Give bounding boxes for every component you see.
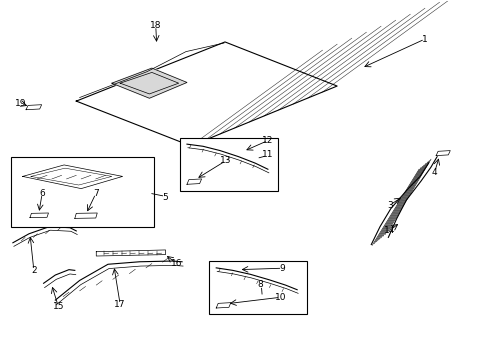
Text: 5: 5 xyxy=(163,193,168,202)
Bar xyxy=(209,261,306,315)
Text: 9: 9 xyxy=(279,264,285,273)
Text: 3: 3 xyxy=(386,201,392,210)
Text: 4: 4 xyxy=(431,168,437,177)
Bar xyxy=(180,138,277,191)
Text: 14: 14 xyxy=(384,226,395,235)
Text: 19: 19 xyxy=(16,99,27,108)
Text: 13: 13 xyxy=(220,156,231,165)
Text: 12: 12 xyxy=(262,136,273,145)
Text: 15: 15 xyxy=(52,302,64,311)
Text: 16: 16 xyxy=(170,259,182,268)
Polygon shape xyxy=(216,303,230,308)
Text: 11: 11 xyxy=(261,150,273,159)
Polygon shape xyxy=(30,213,48,218)
Text: 2: 2 xyxy=(31,266,37,275)
Polygon shape xyxy=(76,42,336,146)
Text: 8: 8 xyxy=(257,280,263,289)
Text: 10: 10 xyxy=(274,293,286,302)
Polygon shape xyxy=(186,179,201,184)
Text: 6: 6 xyxy=(39,189,45,198)
Polygon shape xyxy=(22,165,122,189)
Text: 18: 18 xyxy=(150,21,161,30)
Polygon shape xyxy=(26,105,41,110)
Polygon shape xyxy=(96,250,165,256)
Text: 1: 1 xyxy=(421,35,427,44)
Polygon shape xyxy=(75,213,97,219)
Text: 7: 7 xyxy=(93,189,99,198)
Bar xyxy=(11,157,154,227)
Polygon shape xyxy=(435,150,449,156)
Polygon shape xyxy=(112,68,186,98)
Text: 17: 17 xyxy=(114,300,125,309)
